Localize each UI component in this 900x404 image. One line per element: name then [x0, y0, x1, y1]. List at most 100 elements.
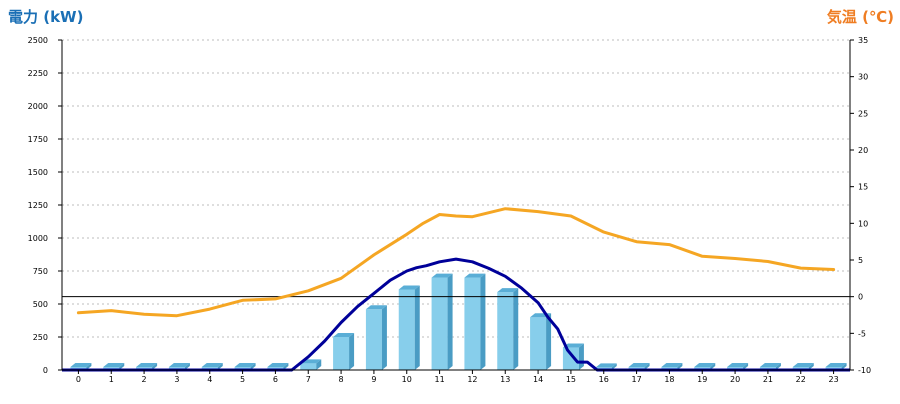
bar-top: [759, 363, 781, 367]
bar-side: [381, 305, 387, 370]
right-tick-label: 15: [858, 183, 868, 192]
right-tick-label: 25: [858, 109, 868, 118]
bar-top: [595, 363, 617, 368]
right-tick-label: 20: [858, 146, 868, 155]
left-tick-label: 1000: [28, 234, 48, 243]
x-tick-label: 9: [371, 375, 376, 384]
x-tick-label: 0: [76, 375, 81, 384]
bar-top: [398, 285, 420, 290]
x-tick-label: 16: [599, 375, 609, 384]
bar-top: [464, 273, 486, 278]
bar-top: [694, 363, 716, 367]
bar-side: [349, 333, 355, 370]
bar-top: [661, 363, 683, 367]
bar-side: [217, 363, 223, 370]
x-tick-label: 6: [273, 375, 278, 384]
bar-side: [743, 363, 749, 370]
bar-top: [792, 363, 814, 367]
bar-side: [546, 313, 552, 370]
bar: [431, 273, 453, 370]
bar-side: [644, 363, 650, 370]
left-tick-label: 2000: [28, 102, 48, 111]
bar-top: [136, 363, 158, 367]
bar-top: [365, 305, 387, 310]
x-tick-label: 12: [467, 375, 477, 384]
x-tick-label: 17: [631, 375, 641, 384]
x-tick-label: 4: [207, 375, 212, 384]
bar-side: [808, 363, 814, 370]
bar-side: [184, 363, 190, 370]
bar-side: [841, 363, 847, 370]
bar-top: [201, 363, 223, 367]
x-tick-label: 20: [730, 375, 740, 384]
bar-top: [431, 273, 453, 278]
x-tick-label: 23: [828, 375, 838, 384]
bar-top: [70, 363, 92, 367]
x-tick-label: 15: [566, 375, 576, 384]
bar-side: [677, 363, 683, 370]
bar-side: [316, 359, 322, 370]
bar: [333, 333, 355, 370]
bar-top: [103, 363, 125, 367]
bar-top: [628, 363, 650, 367]
right-tick-label: 5: [858, 256, 863, 265]
line-layer: [62, 207, 850, 372]
left-tick-label: 250: [33, 333, 48, 342]
x-tick-label: 13: [500, 375, 510, 384]
x-tick-label: 19: [697, 375, 707, 384]
bar-side: [611, 363, 617, 370]
left-tick-label: 2500: [28, 36, 48, 45]
right-tick-label: -5: [858, 329, 866, 338]
x-tick-label: 21: [763, 375, 773, 384]
bar-side: [480, 273, 486, 370]
bar: [365, 305, 387, 370]
left-tick-label: 0: [43, 366, 48, 375]
x-tick-label: 5: [240, 375, 245, 384]
bar: [398, 285, 420, 370]
bar-top: [825, 363, 847, 367]
x-tick-label: 1: [109, 375, 114, 384]
x-tick-label: 14: [533, 375, 543, 384]
x-tick-label: 22: [796, 375, 806, 384]
bar-side: [119, 363, 125, 370]
bar-front: [431, 277, 448, 370]
bar: [530, 313, 552, 370]
bar-side: [775, 363, 781, 370]
bar-top: [234, 363, 256, 367]
x-tick-label: 11: [434, 375, 444, 384]
bar-front: [464, 277, 481, 370]
x-tick-label: 10: [402, 375, 412, 384]
left-tick-label: 500: [33, 300, 48, 309]
x-tick-label: 18: [664, 375, 674, 384]
bar-side: [578, 343, 584, 370]
x-tick-label: 7: [306, 375, 311, 384]
left-tick-label: 1250: [28, 201, 48, 210]
left-tick-label: 1500: [28, 168, 48, 177]
bar-front: [398, 289, 415, 370]
bar-front: [300, 363, 317, 370]
bar-side: [86, 363, 92, 370]
bar-top: [562, 343, 584, 348]
x-tick-label: 3: [174, 375, 179, 384]
bar-side: [710, 363, 716, 370]
right-axis-title: 気温 (℃): [826, 8, 894, 26]
bar-side: [513, 288, 519, 370]
left-tick-label: 1750: [28, 135, 48, 144]
bar-front: [497, 292, 514, 370]
bar: [464, 273, 486, 370]
bar-side: [414, 285, 420, 370]
right-tick-label: 30: [858, 73, 868, 82]
bar-side: [283, 363, 289, 370]
x-tick-label: 2: [142, 375, 147, 384]
left-tick-label: 2250: [28, 69, 48, 78]
bar-side: [152, 363, 158, 370]
right-tick-label: 35: [858, 36, 868, 45]
bar-top: [267, 363, 289, 367]
power-line: [290, 257, 609, 372]
bar-front: [562, 347, 579, 370]
bar-front: [365, 309, 382, 370]
bar-top: [727, 363, 749, 367]
bar-top: [497, 288, 519, 293]
